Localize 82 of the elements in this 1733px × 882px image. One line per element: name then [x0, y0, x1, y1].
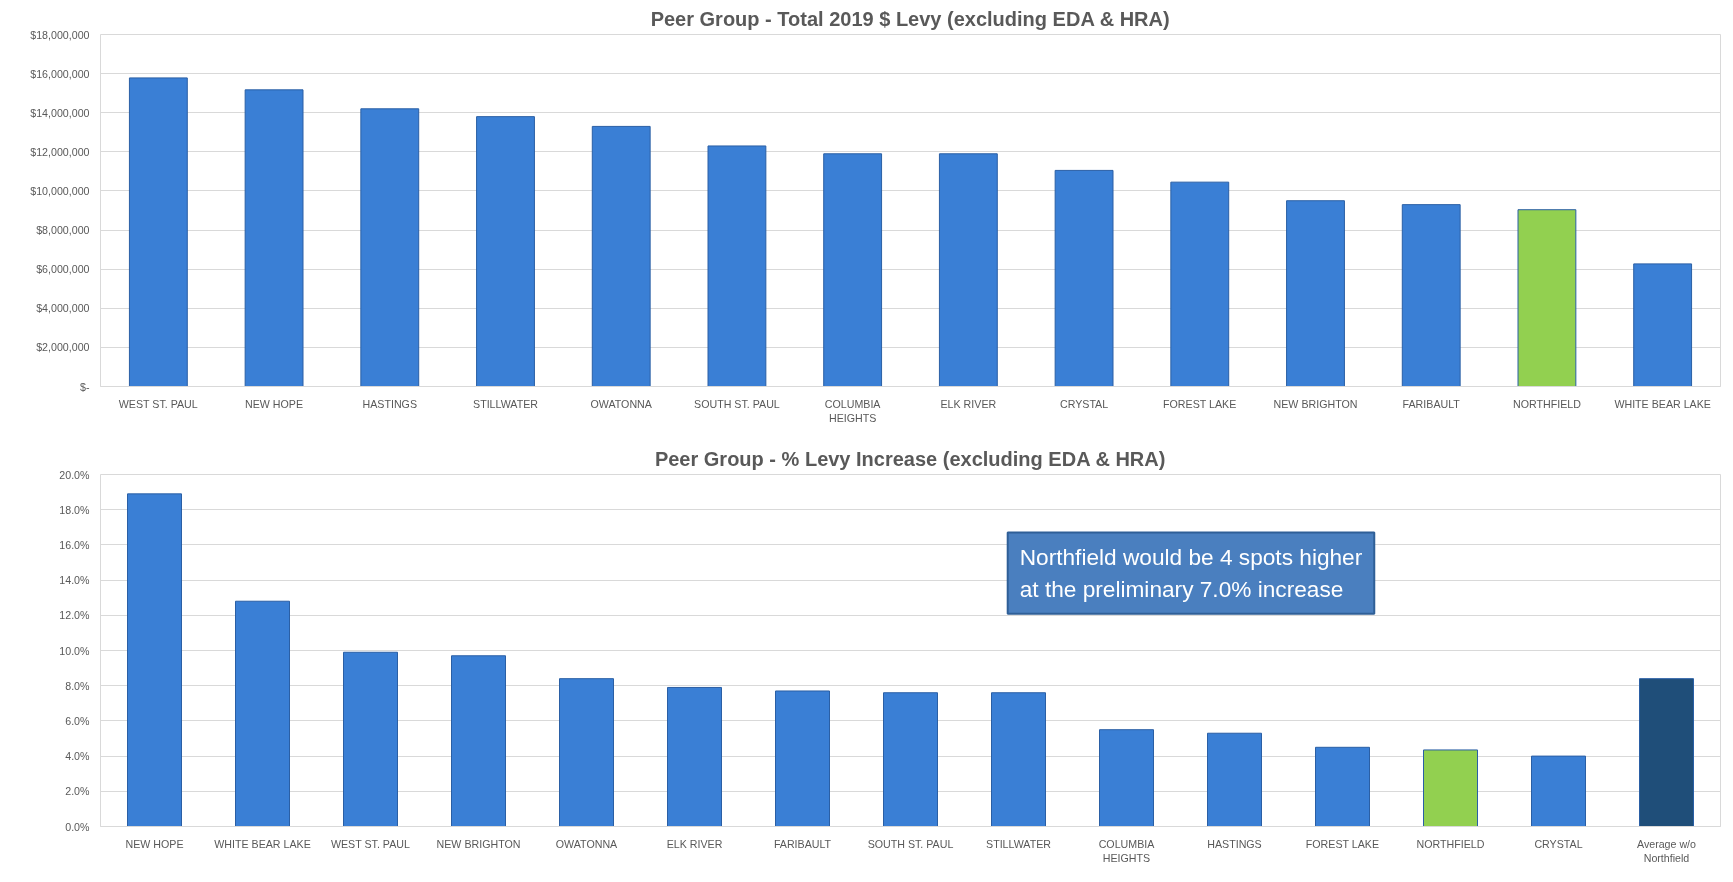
- bar: [1315, 746, 1370, 827]
- x-tick-label: OWATONNA: [590, 397, 653, 410]
- y-tick-label: 8.0%: [65, 679, 91, 692]
- bar: [451, 655, 506, 827]
- bar: [1170, 181, 1230, 387]
- y-tick-label: $4,000,000: [36, 302, 90, 315]
- bar: [1099, 729, 1154, 827]
- bar: [1531, 755, 1586, 827]
- chart-title: Peer Group - % Levy Increase (excluding EDA & HRA): [654, 447, 1166, 470]
- bar: [1054, 169, 1114, 387]
- x-tick-label: FOREST LAKE: [1305, 837, 1380, 850]
- bar: [1401, 204, 1461, 387]
- bar: [707, 145, 767, 387]
- y-tick-label: 20.0%: [59, 468, 91, 481]
- annotation: Northfield would be 4 spots higher at the preliminary 7.0% increase: [1019, 544, 1363, 602]
- bar: [1286, 200, 1345, 387]
- bar: [476, 116, 535, 387]
- y-tick-label: 12.0%: [59, 609, 91, 622]
- x-tick-label: WEST ST. PAUL: [118, 397, 198, 410]
- x-tick-label: Average w/o Northfield: [1636, 837, 1697, 864]
- y-tick-label: 2.0%: [65, 785, 91, 798]
- bar: [244, 89, 304, 387]
- x-tick-label: HASTINGS: [1207, 837, 1262, 850]
- x-tick-label: SOUTH ST. PAUL: [867, 837, 954, 850]
- bar: [667, 686, 722, 827]
- x-tick-label: NEW HOPE: [245, 397, 304, 410]
- x-tick-label: CRYSTAL: [1059, 397, 1109, 410]
- chart-title: Peer Group - Total 2019 $ Levy (excluding EDA & HRA): [650, 7, 1170, 30]
- x-tick-label: NEW BRIGHTON: [1273, 397, 1358, 410]
- x-tick-label: ELK RIVER: [666, 837, 723, 850]
- y-tick-label: 6.0%: [65, 714, 91, 727]
- x-tick-label: WEST ST. PAUL: [330, 837, 410, 850]
- x-tick-label: NEW BRIGHTON: [436, 837, 521, 850]
- bar: [343, 651, 398, 827]
- x-tick-label: FOREST LAKE: [1163, 397, 1237, 410]
- y-tick-label: 14.0%: [59, 574, 91, 587]
- y-tick-label: $16,000,000: [30, 67, 90, 80]
- bar: [235, 600, 290, 827]
- y-tick-label: 4.0%: [65, 750, 91, 763]
- x-tick-label: HASTINGS: [362, 397, 418, 410]
- y-tick-label: $12,000,000: [30, 145, 90, 158]
- bar: [1423, 749, 1478, 827]
- bar: [591, 125, 651, 387]
- y-tick-label: $-: [80, 380, 90, 393]
- y-tick-label: $18,000,000: [30, 28, 90, 41]
- y-tick-label: $8,000,000: [36, 224, 90, 237]
- bar: [775, 690, 830, 827]
- x-tick-label: CRYSTAL: [1534, 837, 1583, 850]
- y-tick-label: 10.0%: [59, 644, 91, 657]
- x-tick-label: SOUTH ST. PAUL: [694, 397, 780, 410]
- x-tick-label: OWATONNA: [555, 837, 619, 850]
- bar: [823, 153, 883, 387]
- x-tick-label: WHITE BEAR LAKE: [214, 837, 311, 850]
- y-tick-label: $2,000,000: [36, 341, 90, 354]
- y-tick-label: $6,000,000: [36, 263, 90, 276]
- x-tick-label: NORTHFIELD: [1512, 397, 1582, 410]
- bar: [360, 108, 420, 387]
- x-tick-label: NEW HOPE: [125, 837, 184, 850]
- y-tick-label: 16.0%: [59, 538, 91, 551]
- y-tick-label: $10,000,000: [30, 184, 90, 197]
- bar: [938, 153, 998, 387]
- bar: [1207, 732, 1262, 827]
- x-tick-label: FARIBAULT: [773, 837, 832, 850]
- bar: [883, 692, 938, 827]
- bar: [991, 692, 1046, 827]
- x-tick-label: COLUMBIA HEIGHTS: [824, 397, 882, 424]
- y-tick-label: 0.0%: [65, 820, 91, 833]
- x-tick-label: ELK RIVER: [940, 397, 997, 410]
- bar: [1639, 678, 1694, 827]
- x-tick-label: STILLWATER: [473, 397, 539, 410]
- bar: [1633, 263, 1693, 387]
- bar: [128, 77, 188, 387]
- bar: [1517, 209, 1577, 387]
- x-tick-label: NORTHFIELD: [1416, 837, 1485, 850]
- x-tick-label: FARIBAULT: [1402, 397, 1461, 410]
- x-tick-label: WHITE BEAR LAKE: [1614, 397, 1711, 410]
- bar: [127, 493, 182, 827]
- x-tick-label: COLUMBIA HEIGHTS: [1098, 837, 1156, 864]
- y-tick-label: $14,000,000: [30, 106, 90, 119]
- x-tick-label: STILLWATER: [986, 837, 1052, 850]
- bar: [559, 678, 614, 827]
- y-tick-label: 18.0%: [59, 503, 91, 516]
